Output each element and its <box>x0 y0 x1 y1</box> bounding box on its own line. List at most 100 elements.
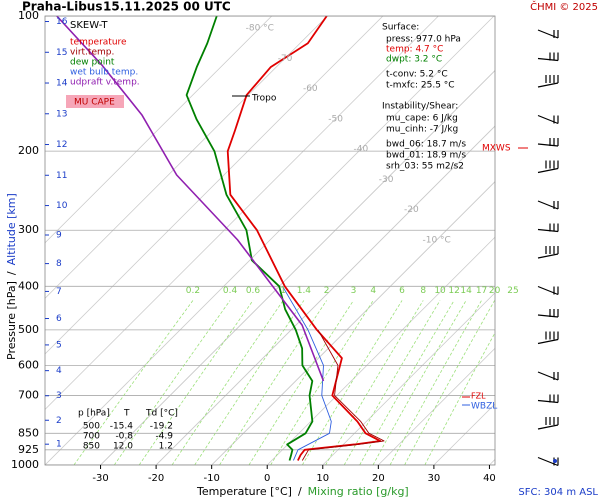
x-label: Temperature [°C] <box>196 485 292 498</box>
table-cell: -15.4 <box>110 422 134 432</box>
mixing-ratio-label: 14 <box>460 286 472 296</box>
mixing-ratio-label: 25 <box>507 286 518 296</box>
y-tick-label: 100 <box>18 9 39 22</box>
wind-barb <box>537 223 559 233</box>
barb-staff <box>537 228 559 233</box>
mixing-ratio-label: 1.4 <box>297 286 312 296</box>
isotherm <box>489 458 495 465</box>
x-tick-label: 20 <box>372 473 385 484</box>
info: Instability/Shear: <box>382 102 458 112</box>
altitude-tick-label: 8 <box>56 259 62 269</box>
plot-area <box>45 16 495 465</box>
mixing-ratio-label: 0.4 <box>223 286 238 296</box>
isotherm <box>155 125 495 465</box>
y-tick-label: 850 <box>18 426 39 439</box>
overlay: -30 -20 -10 0 10 20 30 40 -80 °C -70 -60 -50 -40 -30 -… <box>11 9 559 484</box>
mixing-ratio-label: 4 <box>370 286 376 296</box>
wind-barb <box>537 160 559 174</box>
tropo-label: Tropo <box>251 94 277 104</box>
mixing-ratio-line <box>138 300 254 465</box>
mixing-ratio-line <box>73 300 194 465</box>
x-tick-label: -30 <box>92 473 108 484</box>
y-axis-label: Pressure [hPa] / Altitude [km] <box>5 193 18 360</box>
wind-barb <box>537 417 559 430</box>
y2-label: Altitude [km] <box>5 193 18 265</box>
isotherm <box>45 16 328 299</box>
isotherm <box>45 16 273 244</box>
mixing-ratio-line <box>424 331 495 465</box>
barb-staff <box>537 29 559 39</box>
mixing-ratio-label: 12 <box>448 286 459 296</box>
mixing-ratio-label: 0.6 <box>246 286 261 296</box>
altitude-tick-label: 9 <box>56 230 62 240</box>
isotherm <box>100 69 495 465</box>
surface-info: Surface: press: 977.0 hPa temp: 4.7 °C d… <box>382 23 466 172</box>
copyright: ČHMI © 2025 <box>530 0 598 13</box>
info: Surface: <box>382 23 419 33</box>
x-tick-label: 30 <box>428 473 441 484</box>
info: t-mxfc: 25.5 °C <box>386 81 455 91</box>
barb-staff <box>537 143 559 147</box>
legend-entry: udpraft v.temp. <box>70 78 140 88</box>
barb-staff <box>537 82 559 88</box>
wind-barb <box>537 285 559 296</box>
info: press: 977.0 hPa <box>386 35 461 45</box>
mixing-ratio-label: 2 <box>324 286 330 296</box>
wbzl-label: WBZL <box>471 402 497 412</box>
isotherm <box>433 403 495 465</box>
y-tick-label: 600 <box>18 358 39 371</box>
barb-staff <box>537 200 559 210</box>
mixing-ratio-line <box>404 300 495 465</box>
table-cell: 1.2 <box>159 442 173 452</box>
barb-staff <box>537 456 559 467</box>
legend-entry: temperature <box>70 38 127 48</box>
isotherm-label: -20 <box>404 205 419 215</box>
y-tick-label: 500 <box>18 323 39 336</box>
mixing-ratio-label: 10 <box>434 286 446 296</box>
altitude-tick-label: 4 <box>56 366 62 376</box>
wind-barb <box>537 138 559 147</box>
x-axis-label: Temperature [°C] / Mixing ratio [g/kg] <box>196 485 409 498</box>
table-cell: 700 <box>83 432 100 442</box>
mixing-ratio-label: 3 <box>351 286 357 296</box>
isotherm <box>45 16 384 355</box>
mxws-label: MXWS <box>482 144 511 154</box>
mixing-ratio-line <box>372 300 467 465</box>
wind-barb <box>537 29 559 39</box>
chart-subtitle: 15.11.2025 00 UTC <box>103 0 231 14</box>
barb-staff <box>537 399 559 404</box>
mixing-ratio-label: 8 <box>420 286 426 296</box>
diagram-label: SKEW-T <box>70 20 108 31</box>
mixing-ratio-label: 1 <box>280 286 286 296</box>
table-cell: -19.2 <box>150 422 173 432</box>
mixing-ratio-line <box>359 300 455 465</box>
profile-line <box>56 16 325 382</box>
table-header: Td [°C] <box>145 409 178 419</box>
barb-staff <box>537 424 559 430</box>
isotherm-label: -70 <box>278 54 293 64</box>
table-cell: 850 <box>83 442 100 452</box>
altitude-tick-label: 13 <box>56 109 67 119</box>
y-tick-label: 300 <box>18 223 39 236</box>
info: bwd_01: 18.9 m/s <box>386 151 466 161</box>
altitude-tick-label: 16 <box>56 17 68 27</box>
plot-frame <box>44 15 496 466</box>
y-tick-label: 400 <box>18 279 39 292</box>
isotherm <box>378 347 495 465</box>
barb-staff <box>537 167 559 174</box>
mixing-ratio-line <box>194 300 305 465</box>
isotherm <box>211 181 495 465</box>
wind-barb <box>537 246 559 259</box>
info: mu_cinh: -7 J/kg <box>386 125 458 135</box>
isotherm <box>45 16 495 465</box>
altitude-tick-label: 7 <box>56 287 62 297</box>
legend-entry: wet bulb temp. <box>70 68 138 78</box>
profile-line <box>185 16 314 461</box>
altitude-tick-label: 10 <box>56 201 68 211</box>
chart-title: Praha-Libus <box>22 0 102 14</box>
isotherm-label: -80 °C <box>246 24 274 34</box>
mixing-ratio-line <box>171 300 284 465</box>
legend-entry: dew point <box>70 58 115 68</box>
x-tick-label: 0 <box>264 473 270 484</box>
